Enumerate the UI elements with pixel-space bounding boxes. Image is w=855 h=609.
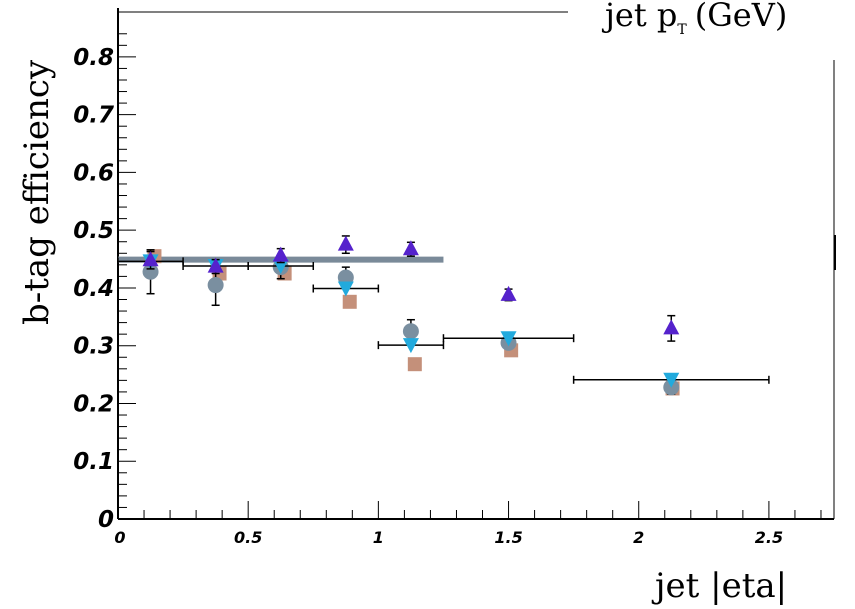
triangle-up-point [402, 240, 419, 256]
x-tick-label: 0.5 [234, 528, 262, 547]
y-tick-label: 0.2 [73, 391, 114, 417]
y-tick-label: 0.6 [73, 160, 114, 186]
x-tick-label: 2 [633, 528, 644, 547]
triangle-up-point [663, 319, 680, 335]
data-series [117, 235, 770, 396]
triangle-up-point [207, 257, 224, 273]
circle-point [142, 263, 159, 280]
y-tick-label: 0.8 [73, 45, 114, 71]
x-axis-label: jet |eta| [651, 566, 787, 606]
triangle-up-point [142, 251, 159, 267]
axis-ticks [117, 33, 822, 520]
y-axis-label: b-tag efficiency [17, 59, 57, 325]
x-tick-label: 2.5 [755, 528, 783, 547]
triangle-down-point [402, 338, 419, 354]
series-square [147, 249, 680, 396]
circle-point [402, 323, 419, 340]
top-axis-label-sub: T [677, 22, 687, 38]
top-axis-label: jet pT (GeV) [601, 0, 787, 38]
series-triangle-up [142, 235, 680, 342]
triangle-down-point [337, 281, 354, 297]
circle-point [207, 277, 224, 294]
triangle-up-point [500, 285, 517, 301]
square-point [342, 294, 357, 309]
plot-frame [117, 8, 836, 520]
triangle-down-point [500, 331, 517, 347]
triangle-up-point [337, 235, 354, 251]
y-tick-label: 0.7 [73, 103, 114, 129]
top-axis-label-unit: (GeV) [695, 0, 788, 34]
x-tick-label: 1.5 [494, 528, 522, 547]
triangle-up-point [272, 246, 289, 262]
y-tick-label: 0 [98, 507, 114, 533]
top-axis-label-main: jet p [601, 0, 677, 34]
tick-labels: 0 0.1 0.2 0.3 0.4 0.5 0.6 0.7 0.8 0 0.5 1 1.5 2 2.5 [73, 45, 783, 547]
y-tick-label: 0.4 [73, 276, 114, 302]
square-point [407, 357, 422, 372]
series-triangle-down [117, 254, 770, 388]
triangle-down-point [663, 372, 680, 388]
y-tick-label: 0.3 [73, 334, 114, 360]
y-tick-label: 0.1 [73, 449, 114, 475]
x-tick-label: 1 [373, 528, 384, 547]
x-tick-label: 0 [114, 528, 125, 547]
y-tick-label: 0.5 [73, 218, 114, 244]
